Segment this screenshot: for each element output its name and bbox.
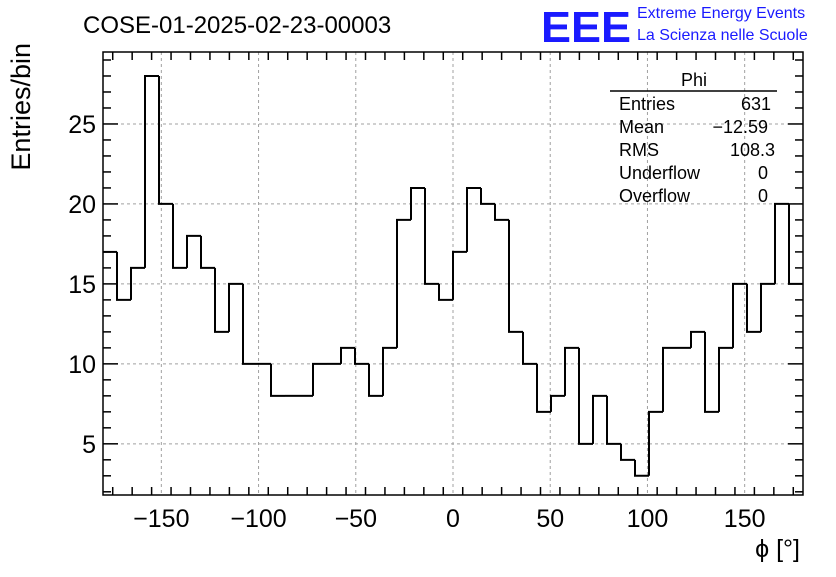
histogram-bin xyxy=(340,346,355,364)
histogram-bin xyxy=(382,346,397,396)
histogram-bin xyxy=(200,235,215,269)
stats-title: Phi xyxy=(681,70,707,90)
plot-frame xyxy=(102,51,804,496)
logo-mark: EEE xyxy=(541,3,631,52)
histogram-bin xyxy=(424,187,439,285)
tick-labels: −150 −100 −50 0 50 100 150 5 10 15 20 25 xyxy=(68,111,765,533)
histogram-bin xyxy=(634,459,649,477)
stats-value: 631 xyxy=(741,94,771,114)
histogram-series xyxy=(103,74,803,477)
histogram-bin xyxy=(116,251,131,301)
plot-border xyxy=(102,51,804,496)
histogram-bin xyxy=(508,219,523,333)
histogram-bin xyxy=(214,267,229,333)
eee-logo: EEE Extreme Energy Events La Scienza nel… xyxy=(541,3,808,52)
stats-label: Overflow xyxy=(619,186,691,206)
histogram-bin xyxy=(620,443,635,461)
histogram-bin xyxy=(592,394,607,444)
x-tick-label: 50 xyxy=(536,505,564,533)
x-axis-label: ϕ [°] xyxy=(755,535,800,563)
histogram-bin xyxy=(158,75,173,205)
histogram-bin xyxy=(564,346,579,396)
histogram-bin xyxy=(242,283,257,365)
histogram-bin xyxy=(172,203,187,269)
histogram-bin xyxy=(732,282,747,348)
histogram-bin xyxy=(270,363,285,397)
histogram-bin xyxy=(704,331,719,413)
axis-ticks xyxy=(103,52,803,495)
histogram-bin xyxy=(788,203,803,285)
histogram-bin xyxy=(746,283,761,333)
histogram-bin xyxy=(718,346,733,412)
stats-label: Entries xyxy=(619,94,675,114)
histogram-bin xyxy=(452,250,467,300)
stats-row-entries: Entries 631 xyxy=(619,94,771,114)
histogram-bin xyxy=(550,394,565,412)
logo-line2: La Scienza nelle Scuole xyxy=(637,27,808,44)
stats-value: 108.3 xyxy=(730,140,775,160)
histogram-bin xyxy=(760,282,775,332)
histogram-bin xyxy=(662,346,677,412)
histogram-bin xyxy=(368,363,383,397)
histogram-bin xyxy=(648,410,663,476)
x-tick-label: 0 xyxy=(446,505,460,533)
histogram-bin xyxy=(606,395,621,445)
y-tick-label: 20 xyxy=(68,191,96,219)
stats-label: RMS xyxy=(619,140,659,160)
chart-title: COSE-01-2025-02-23-00003 xyxy=(83,12,391,39)
stats-row-mean: Mean −12.59 xyxy=(619,117,768,137)
histogram-bin xyxy=(494,203,509,221)
x-tick-label: 100 xyxy=(627,505,669,533)
stats-row-rms: RMS 108.3 xyxy=(619,140,775,160)
y-axis-label: Entries/bin xyxy=(6,43,36,171)
stats-value: 0 xyxy=(758,163,768,183)
histogram-bin xyxy=(130,266,145,300)
y-tick-label: 15 xyxy=(68,271,96,299)
stats-value: −12.59 xyxy=(712,117,768,137)
x-tick-label: 150 xyxy=(724,505,766,533)
stats-row-underflow: Underflow 0 xyxy=(619,163,768,183)
stats-label: Mean xyxy=(619,117,664,137)
histogram-bin xyxy=(480,187,495,205)
histogram-bin xyxy=(438,283,453,301)
stats-row-overflow: Overflow 0 xyxy=(619,186,768,206)
histogram-bin xyxy=(536,363,551,413)
stats-value: 0 xyxy=(758,186,768,206)
x-tick-label: −100 xyxy=(230,505,286,533)
y-tick-label: 5 xyxy=(82,431,96,459)
histogram-bin xyxy=(354,347,369,365)
histogram-bin xyxy=(774,202,789,284)
histogram-bin xyxy=(228,282,243,332)
histogram-bin xyxy=(410,186,425,220)
x-tick-label: −50 xyxy=(335,505,377,533)
histogram-bin xyxy=(578,347,593,445)
histogram-bin xyxy=(466,186,481,252)
histogram-bin xyxy=(690,330,705,348)
histogram-bin xyxy=(396,218,411,348)
y-tick-label: 25 xyxy=(68,111,96,139)
histogram-bin xyxy=(312,362,327,396)
histogram-bin xyxy=(144,74,159,268)
stats-label: Underflow xyxy=(619,163,701,183)
x-tick-label: −150 xyxy=(133,505,189,533)
stats-box: Phi Entries 631 Mean −12.59 RMS 108.3 Un… xyxy=(610,70,777,206)
histogram-bin xyxy=(186,234,201,268)
grid-lines xyxy=(103,52,803,495)
y-tick-label: 10 xyxy=(68,351,96,379)
logo-line1: Extreme Energy Events xyxy=(637,5,805,22)
histogram-bin xyxy=(522,331,537,365)
